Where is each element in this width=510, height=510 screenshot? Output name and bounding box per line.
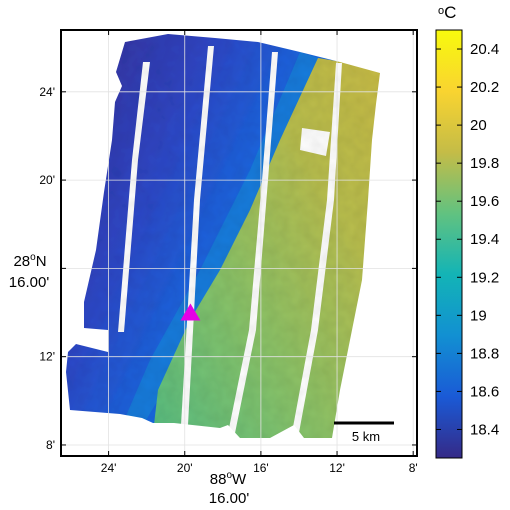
colorbar-tick-label: 20 (470, 117, 487, 134)
colorbar-tick-label: 19.8 (470, 155, 499, 172)
y-axis-degree: 28 (13, 253, 30, 270)
x-axis-ticks: 24' 20' 16' 12' 8' (101, 30, 418, 475)
x-axis-title: 88oW 16.00' (209, 470, 250, 507)
y-axis-title: 28oN 16.00' (9, 252, 50, 291)
y-axis-hemisphere: N (36, 253, 47, 270)
graticule-grid (61, 30, 417, 456)
x-axis-minutes: 16.00' (209, 490, 250, 507)
colorbar-tick-label: 19.2 (470, 269, 499, 286)
colorbar-tick-label: 20.2 (470, 79, 499, 96)
colorbar-tick-label: 19 (470, 307, 487, 324)
colorbar-tick-label: 19.4 (470, 231, 499, 248)
colorbar-tick-label: 18.8 (470, 345, 499, 362)
colorbar-unit-letter: C (444, 3, 456, 22)
site-marker-triangle (180, 303, 201, 321)
colorbar-frame (435, 29, 463, 459)
x-axis-degree: 88 (210, 471, 227, 488)
y-tick-label: 12' (39, 350, 55, 364)
colorbar-tick-label: 18.6 (470, 383, 499, 400)
x-tick-label: 16' (253, 461, 269, 475)
y-tick-label: 24' (39, 85, 55, 99)
colorbar-tick-label: 20.4 (470, 41, 499, 58)
colorbar-unit-degree: o (438, 5, 444, 17)
x-tick-label: 8' (409, 461, 418, 475)
colorbar: 18.4 18.6 18.8 19 19.2 19.4 19.6 19.8 20 20.2 20.4… (435, 3, 499, 459)
x-axis-hemisphere: W (232, 471, 247, 488)
scale-bar: 5 km (334, 421, 394, 444)
y-axis-minutes: 16.00' (9, 274, 50, 291)
x-tick-label: 20' (177, 461, 193, 475)
scale-bar-label: 5 km (352, 429, 380, 444)
colorbar-tick-label: 19.6 (470, 193, 499, 210)
x-tick-label: 24' (101, 461, 117, 475)
y-tick-label: 20' (39, 173, 55, 187)
y-tick-label: 8' (46, 438, 55, 452)
colorbar-unit: oC (438, 3, 456, 22)
svg-text:28oN: 28oN (13, 252, 46, 270)
x-tick-label: 12' (329, 461, 345, 475)
survey-data-layer (66, 34, 380, 438)
colorbar-gradient (436, 30, 462, 458)
colorbar-tick-label: 18.4 (470, 421, 499, 438)
svg-text:88oW: 88oW (210, 470, 247, 488)
track-gaps (118, 46, 342, 438)
x-axis-degree-mark: o (226, 470, 232, 481)
colorbar-ticks: 18.4 18.6 18.8 19 19.2 19.4 19.6 19.8 20 20.2 20.4 (436, 41, 499, 438)
y-axis-ticks: 24' 20' 12' 8' (39, 85, 417, 452)
map-frame (60, 29, 418, 457)
y-axis-degree-mark: o (30, 252, 36, 263)
